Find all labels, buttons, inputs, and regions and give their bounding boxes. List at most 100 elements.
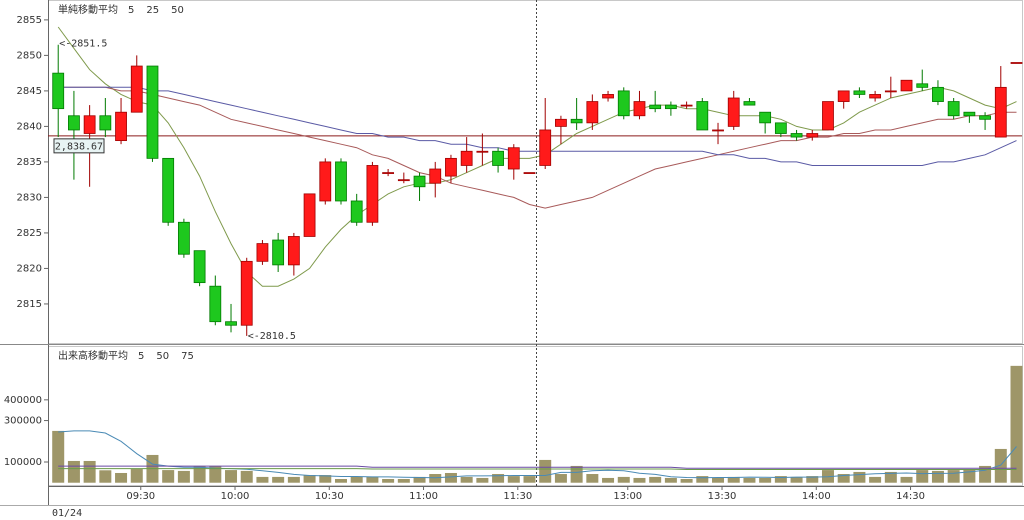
volume-bar xyxy=(287,476,300,483)
volume-bar xyxy=(680,478,693,483)
volume-bar xyxy=(67,460,80,483)
volume-bar xyxy=(350,476,363,483)
volume-bar xyxy=(52,430,65,483)
volume-bar xyxy=(900,476,913,483)
candle-body xyxy=(68,115,80,131)
candle-body xyxy=(319,161,332,202)
volume-bar xyxy=(303,475,316,483)
candle-body xyxy=(633,101,646,117)
candle-body xyxy=(130,65,143,113)
volume-bar xyxy=(727,476,740,483)
volume-bar xyxy=(853,471,866,483)
cursor-label: 2,838.67 xyxy=(55,141,103,152)
x-tick-label: 10:30 xyxy=(315,491,344,502)
candle-body xyxy=(916,83,929,88)
volume-bar xyxy=(617,476,630,483)
candle-body xyxy=(979,115,991,120)
volume-bar xyxy=(382,478,395,483)
y-tick-label: 300000 xyxy=(4,416,42,427)
candle-body xyxy=(99,115,112,131)
volume-bar xyxy=(931,470,944,483)
volume-bar xyxy=(460,476,473,483)
volume-moving-average xyxy=(58,468,1017,470)
volume-bar xyxy=(696,476,709,483)
y-tick-label: 100000 xyxy=(4,457,42,468)
candle-body xyxy=(1010,62,1023,64)
candle-body xyxy=(664,104,677,110)
volume-bar xyxy=(759,477,772,483)
candle-body xyxy=(225,321,237,326)
candle-body xyxy=(177,221,190,255)
moving-average xyxy=(57,26,1017,287)
volume-bar xyxy=(130,469,143,483)
candle-body xyxy=(806,133,819,138)
candle-body xyxy=(586,101,599,124)
volume-bar xyxy=(554,474,567,483)
candle-body xyxy=(146,65,159,159)
volume-bar xyxy=(649,476,662,483)
volume-bar xyxy=(947,470,960,483)
candle-body xyxy=(869,94,882,99)
y-tick-label: 2815 xyxy=(17,299,42,310)
y-tick-label: 2820 xyxy=(17,263,42,274)
volume-bar xyxy=(523,476,536,483)
volume-bar xyxy=(790,476,803,483)
x-tick-label: 10:00 xyxy=(221,491,250,502)
volume-moving-average xyxy=(58,465,1017,469)
moving-average xyxy=(58,86,1017,209)
candle-body xyxy=(539,129,552,166)
candle-body xyxy=(790,133,803,138)
extreme-label: <-2810.5 xyxy=(248,331,296,342)
candle-body xyxy=(460,150,473,166)
candle-body xyxy=(350,200,363,223)
candle-body xyxy=(727,97,740,127)
volume-bar xyxy=(507,476,520,483)
candle-body xyxy=(382,172,395,174)
volume-bar xyxy=(319,475,332,483)
candle-body xyxy=(837,90,850,102)
volume-bar xyxy=(413,476,426,483)
legend-entry: 75 xyxy=(181,351,194,362)
extreme-label: <-2851.5 xyxy=(59,39,107,50)
y-tick-label: 400000 xyxy=(4,395,42,406)
candle-body xyxy=(555,118,567,127)
candle-body xyxy=(602,94,614,99)
candle-body xyxy=(366,165,379,223)
volume-bar xyxy=(492,474,505,483)
candle-body xyxy=(900,79,913,92)
volume-bar xyxy=(240,470,253,483)
candle-body xyxy=(209,285,222,323)
candle-body xyxy=(696,101,709,131)
legend-entry: 5 xyxy=(128,5,134,16)
candle-body xyxy=(963,111,976,117)
legend-entry: 50 xyxy=(156,351,169,362)
candle-body xyxy=(303,193,316,237)
candle-body xyxy=(853,90,866,95)
volume-bar xyxy=(712,477,725,483)
volume-bar xyxy=(272,476,285,483)
volume-legend-title: 出来高移動平均 xyxy=(58,349,128,362)
candle-body xyxy=(193,250,206,284)
candle-body xyxy=(272,239,285,266)
volume-bar xyxy=(366,476,379,483)
volume-bar xyxy=(193,465,206,483)
volume-bar xyxy=(586,474,599,483)
volume-bar xyxy=(177,470,190,483)
candle-body xyxy=(162,157,175,223)
candle-body xyxy=(680,104,693,107)
volume-bar xyxy=(256,476,269,483)
candle-body xyxy=(743,101,756,106)
volume-bar xyxy=(570,465,583,483)
volume-bar xyxy=(633,477,646,483)
candle-body xyxy=(256,243,269,262)
volume-bar xyxy=(664,477,677,483)
volume-bar xyxy=(429,474,442,483)
volume-bar xyxy=(869,476,882,483)
volume-bar xyxy=(837,474,850,483)
volume-bar xyxy=(774,476,787,483)
y-tick-label: 2835 xyxy=(17,157,42,168)
y-tick-label: 2840 xyxy=(17,121,42,132)
x-tick-label: 14:00 xyxy=(802,491,831,502)
candle-body xyxy=(947,101,960,117)
